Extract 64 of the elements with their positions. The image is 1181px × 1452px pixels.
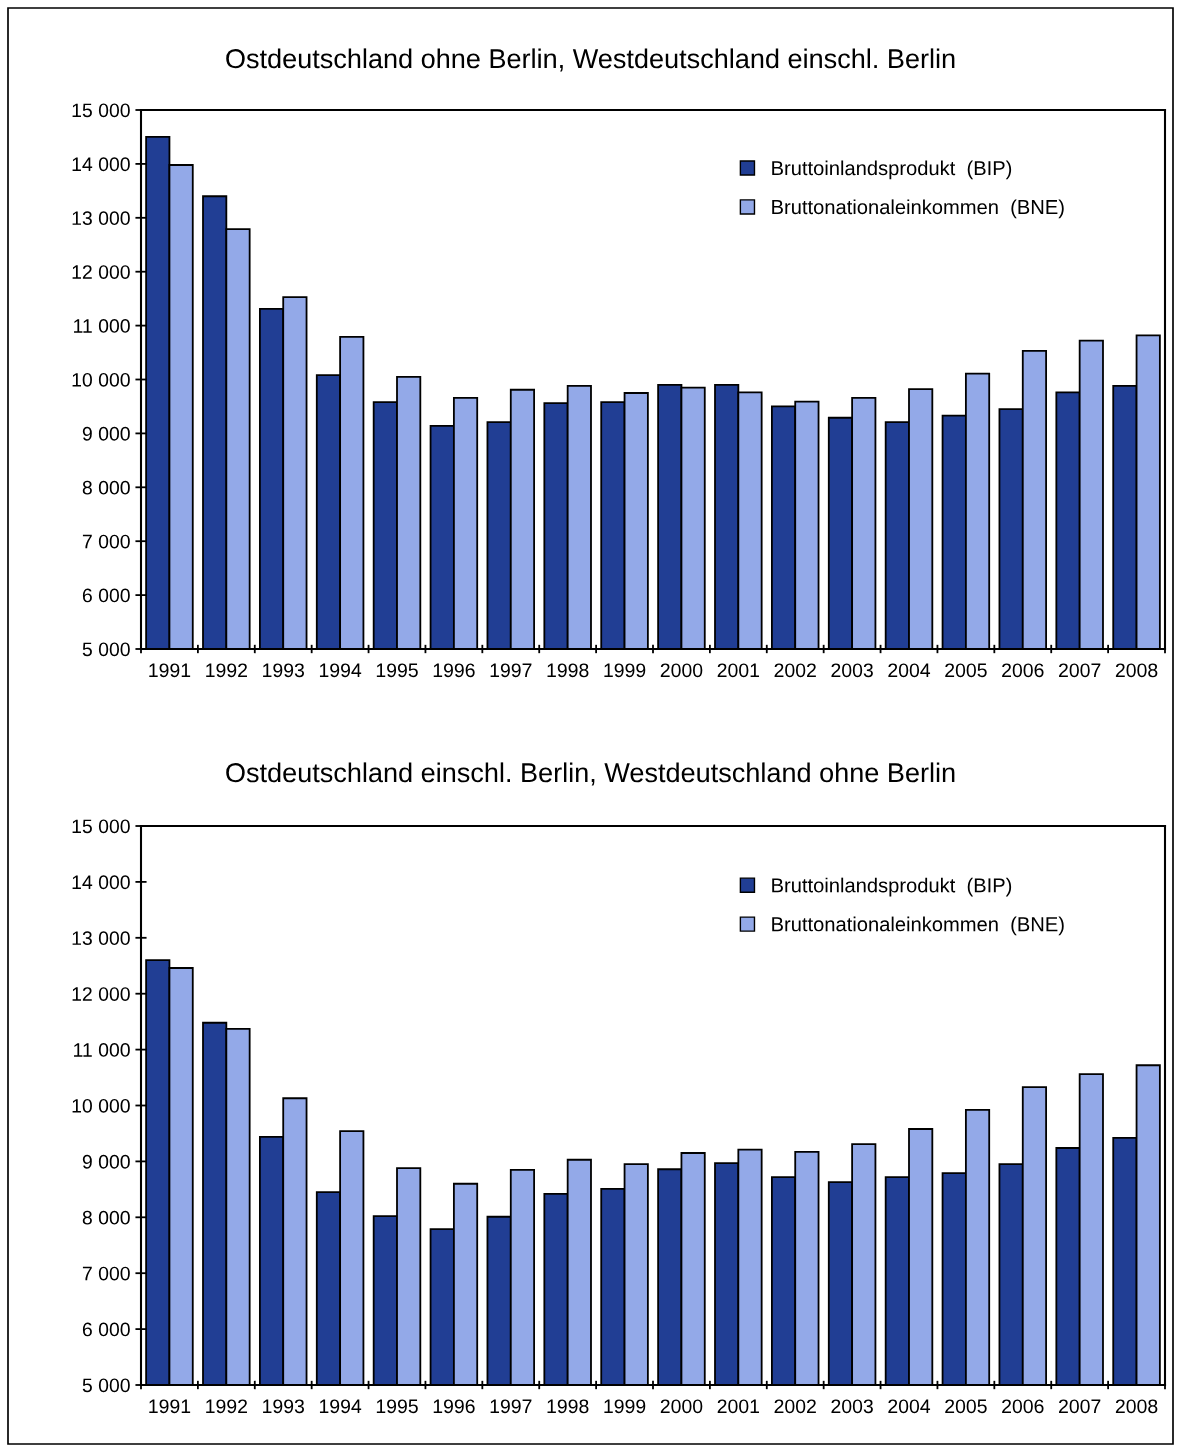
x-tick-label: 2008 [1115,1399,1158,1414]
y-tick-label: 8 000 [82,1210,130,1225]
y-tick-label: 7 000 [82,1266,130,1281]
x-tick-label: 1998 [547,1399,589,1414]
y-tick-label: 10 000 [72,372,130,387]
chart-title: Ostdeutschland einschl. Berlin, Westdeutschland ohne Berlin [226,762,955,786]
y-tick-label: 14 000 [72,875,130,890]
x-tick-label: 1997 [490,1399,532,1414]
x-tick-label: 2006 [1002,1399,1044,1414]
y-tick-label: 10 000 [72,1098,130,1113]
y-tick-label: 11 000 [74,1043,130,1057]
x-tick-label: 1995 [376,663,418,678]
x-tick-label: 2002 [774,663,816,678]
x-tick-label: 2004 [888,1399,931,1414]
x-tick-label: 2005 [945,1399,987,1414]
y-tick-label: 14 000 [72,157,130,172]
x-tick-label: 1993 [263,1399,304,1414]
y-tick-label: 5 000 [82,642,130,657]
x-tick-label: 1993 [263,663,304,678]
y-tick-label: 5 000 [82,1378,130,1393]
x-tick-label: 2005 [945,663,987,678]
x-tick-label: 1997 [490,663,532,678]
x-tick-label: 1992 [206,663,247,678]
y-tick-label: 11 000 [74,319,130,333]
legend-label: Bruttoinlandsprodukt (BIP) [772,160,1012,180]
y-tick-label: 6 000 [82,588,130,603]
x-tick-label: 1999 [604,1399,646,1414]
legend-label: Bruttoinlandsprodukt (BIP) [772,877,1012,897]
x-tick-label: 1991 [149,663,191,678]
x-tick-label: 1999 [604,663,646,678]
x-tick-label: 2003 [831,663,873,678]
y-tick-label: 8 000 [82,480,130,495]
x-tick-label: 2000 [660,1399,703,1414]
y-tick-label: 6 000 [82,1322,130,1337]
y-tick-label: 12 000 [72,987,130,1001]
x-tick-label: 2001 [717,663,760,678]
x-tick-label: 2007 [1059,663,1101,678]
y-tick-label: 13 000 [72,931,130,946]
y-tick-label: 15 000 [72,103,130,118]
x-tick-label: 2000 [660,663,703,678]
x-tick-label: 1995 [376,1399,418,1414]
x-tick-label: 2007 [1059,1399,1101,1414]
x-tick-label: 1994 [319,1399,362,1414]
y-tick-label: 9 000 [82,1154,130,1169]
x-tick-label: 2008 [1115,663,1158,678]
y-tick-label: 7 000 [82,534,130,549]
x-tick-label: 2004 [888,663,931,678]
legend-label: Bruttonationaleinkommen (BNE) [772,199,1064,219]
x-tick-label: 1992 [206,1399,247,1414]
x-tick-label: 2003 [831,1399,873,1414]
y-tick-label: 13 000 [72,211,130,226]
x-tick-label: 2001 [717,1399,760,1414]
y-tick-label: 9 000 [82,426,130,441]
legend-label: Bruttonationaleinkommen (BNE) [772,916,1064,936]
x-tick-label: 1996 [433,663,475,678]
x-tick-label: 1994 [319,663,362,678]
x-tick-label: 1991 [149,1399,191,1414]
x-tick-label: 1996 [433,1399,475,1414]
x-tick-label: 2002 [774,1399,816,1414]
y-tick-label: 12 000 [72,265,130,279]
x-tick-label: 1998 [547,663,589,678]
y-tick-label: 15 000 [72,819,130,834]
chart-title: Ostdeutschland ohne Berlin, Westdeutschland einschl. Berlin [226,48,955,72]
x-tick-label: 2006 [1002,663,1044,678]
